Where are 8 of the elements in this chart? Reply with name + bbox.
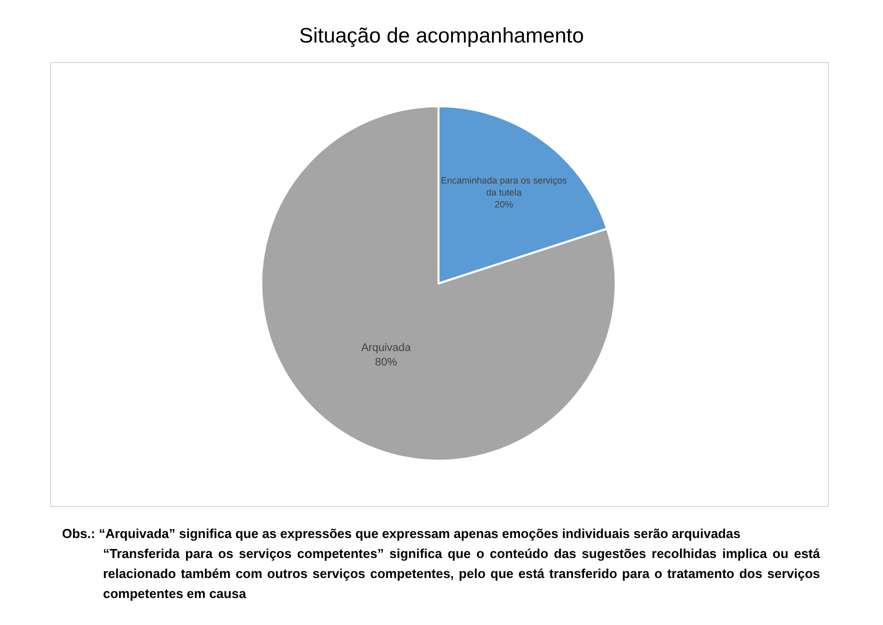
chart-title: Situação de acompanhamento — [299, 24, 584, 48]
text: “Transferida para os serviços competentes” significa que o conteúdo das sugestões recolhidas implica ou está relacionado também com outros serviços competentes, pelo que está transferido para o tratamento dos serviços competentes em causa — [102, 545, 820, 603]
slice-label: Arquivada — [361, 342, 412, 354]
data-label: 80% — [374, 356, 398, 368]
data-label: 20% — [494, 200, 514, 210]
slice-label: Encaminhada para os serviços da tutela — [440, 176, 568, 198]
text: Obs.: “Arquivada” significa que as expressões que expressam apenas emoções individuais serão arquivadas — [62, 525, 742, 543]
pie-slice — [260, 105, 616, 462]
